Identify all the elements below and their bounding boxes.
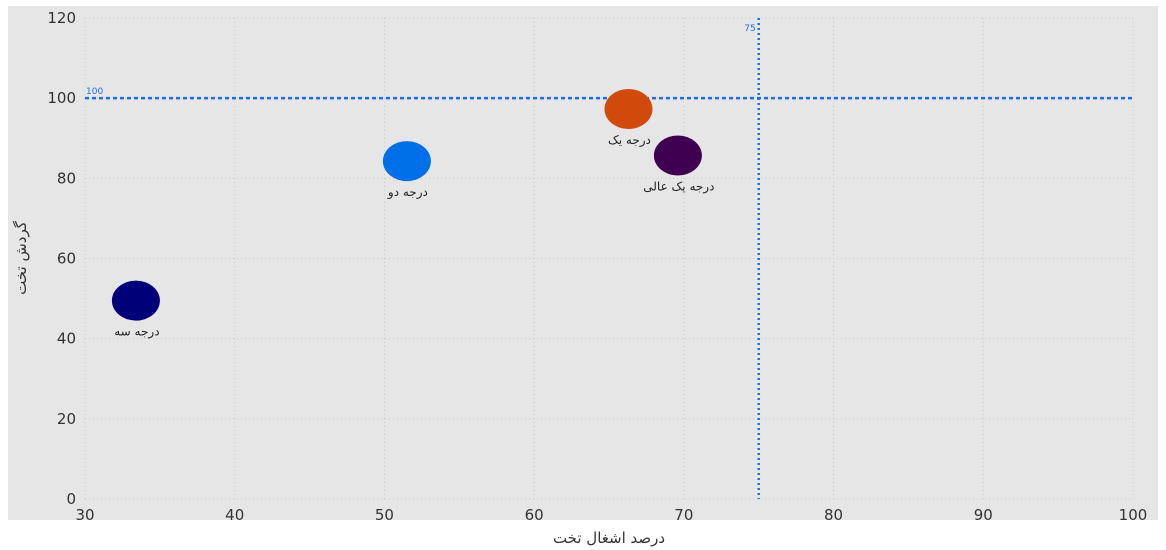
x-tick-label: 50 (375, 506, 394, 524)
x-tick-label: 30 (75, 506, 94, 524)
y-reference-label: 100 (86, 87, 103, 97)
x-tick-label: 40 (225, 506, 244, 524)
data-point-label: درجه یک عالی (643, 179, 714, 194)
x-reference-label: 75 (744, 24, 755, 34)
y-tick-label: 20 (57, 410, 76, 428)
x-tick-label: 100 (1119, 506, 1148, 524)
data-point (604, 88, 653, 129)
data-point (382, 141, 431, 182)
data-point (653, 135, 702, 176)
x-tick-label: 60 (525, 506, 544, 524)
y-tick-label: 100 (47, 89, 76, 107)
x-axis-title: درصد اشغال تخت (553, 529, 665, 547)
data-point-label: درجه دو (387, 185, 428, 200)
x-tick-label: 80 (824, 506, 843, 524)
y-axis-title: گردش تخت (12, 220, 30, 295)
y-tick-label: 0 (66, 490, 76, 508)
data-point-label: درجه یک (608, 133, 651, 148)
data-points: درجه سه درجه دو درجه یک درجه یک عالی (111, 88, 714, 340)
x-tick-label: 70 (674, 506, 693, 524)
data-point-label: درجه سه (114, 325, 159, 340)
x-tick-label: 90 (974, 506, 993, 524)
plot-area (8, 6, 1158, 520)
y-tick-label: 80 (57, 169, 76, 187)
y-tick-label: 40 (57, 330, 76, 348)
y-tick-label: 120 (47, 9, 76, 27)
y-axis-ticks: 0 20 40 60 80 100 120 (47, 9, 76, 508)
y-tick-label: 60 (57, 250, 76, 268)
reference-lines: 75 100 (85, 18, 1133, 499)
data-point (111, 280, 160, 321)
x-axis-ticks: 30 40 50 60 70 80 90 100 (75, 506, 1147, 524)
